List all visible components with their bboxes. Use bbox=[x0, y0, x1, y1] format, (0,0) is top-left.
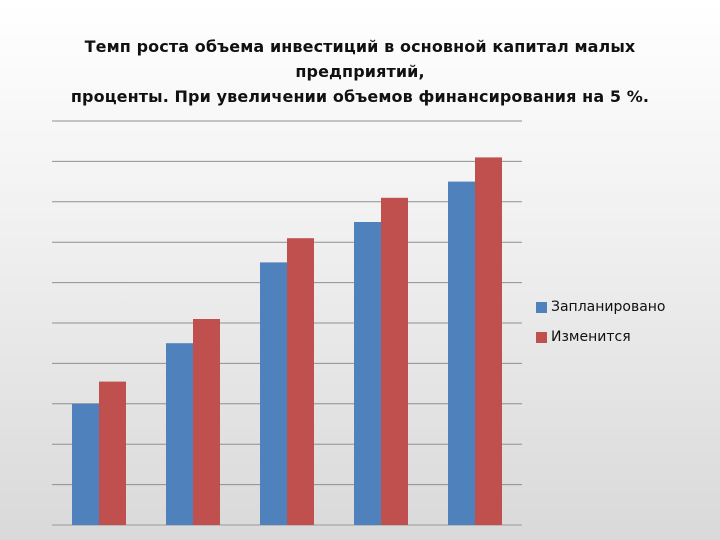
bar-series-1-category-3 bbox=[260, 262, 287, 525]
legend-label-series-2: Изменится bbox=[551, 329, 631, 345]
chart-title-line-2: проценты. При увеличении объемов финанси… bbox=[70, 87, 650, 106]
legend-item-series-1: Запланировано bbox=[536, 298, 666, 316]
legend: Запланировано Изменится bbox=[536, 298, 666, 358]
bar-series-2-category-3 bbox=[287, 238, 314, 525]
legend-item-series-2: Изменится bbox=[536, 328, 666, 346]
bar-series-1-category-5 bbox=[448, 181, 475, 525]
bar-series-2-category-5 bbox=[475, 157, 502, 525]
chart-title: Темп роста объема инвестиций в основной … bbox=[20, 34, 700, 109]
bar-series-1-category-2 bbox=[166, 343, 193, 525]
bar-series-2-category-4 bbox=[381, 197, 408, 526]
bar-series-2-category-2 bbox=[193, 319, 220, 525]
bar-series-2-category-1 bbox=[99, 381, 126, 525]
chart-title-line-1: Темп роста объема инвестиций в основной … bbox=[84, 37, 636, 81]
bar-series-1-category-1 bbox=[72, 403, 99, 525]
bar-series-1-category-4 bbox=[354, 222, 381, 525]
legend-swatch-series-1 bbox=[536, 301, 547, 313]
legend-swatch-series-2 bbox=[536, 331, 547, 343]
legend-label-series-1: Запланировано bbox=[551, 299, 666, 315]
